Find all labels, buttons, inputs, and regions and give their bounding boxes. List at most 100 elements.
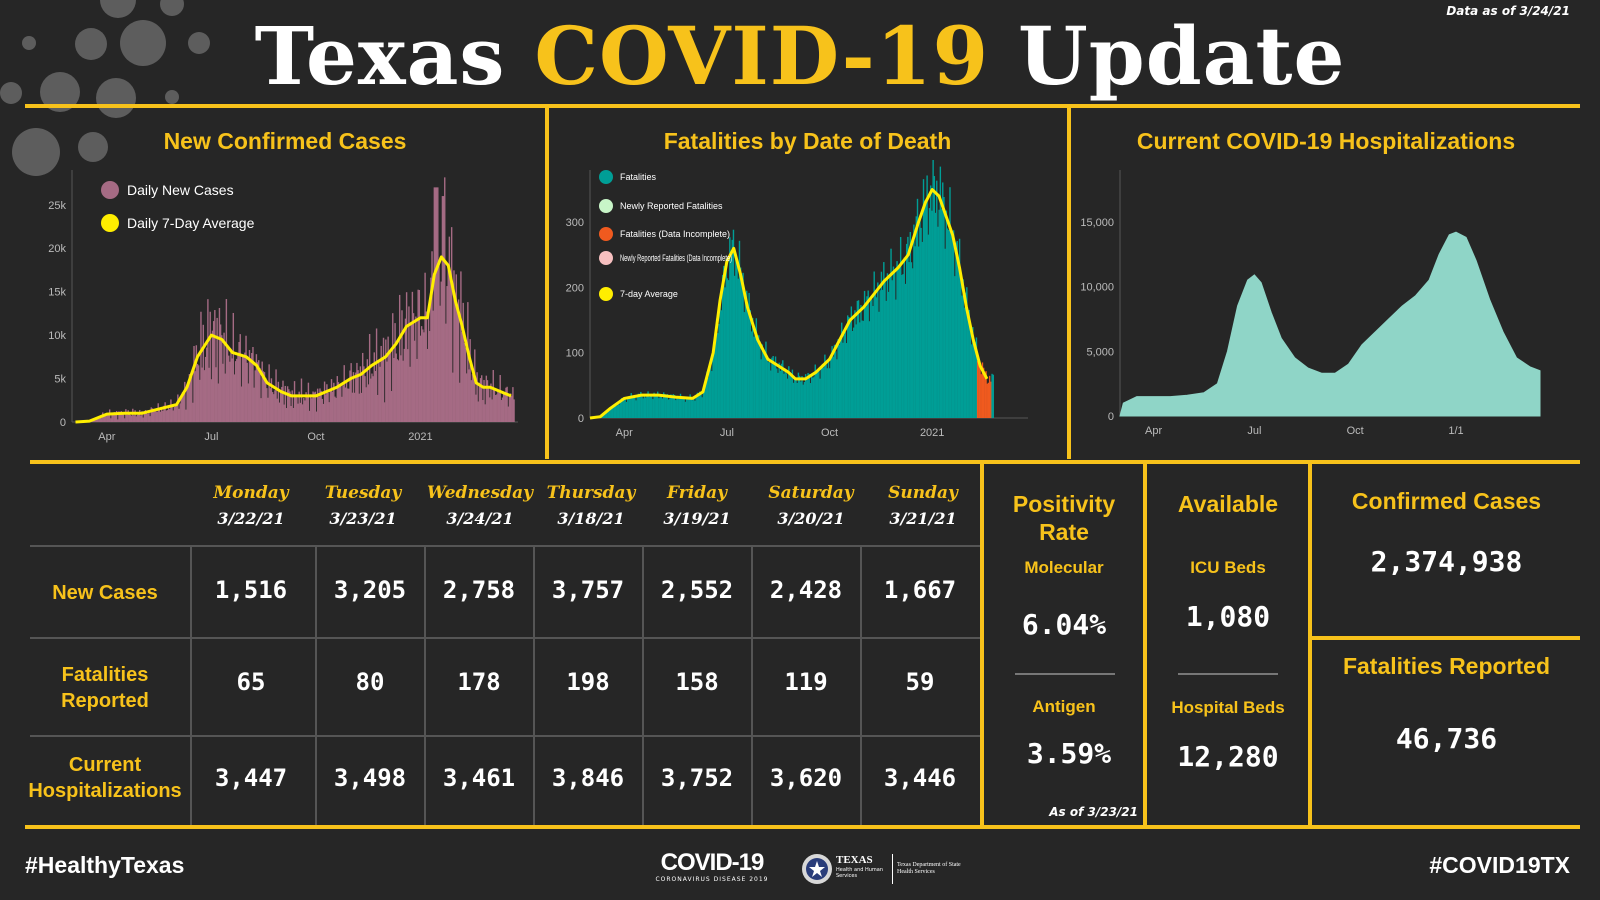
fatality-bar bbox=[871, 299, 873, 418]
table-grid-line bbox=[30, 545, 980, 547]
case-bar bbox=[182, 392, 185, 422]
legend-label: Fatalities (Data Incomplete) bbox=[620, 229, 730, 239]
case-bar bbox=[344, 387, 347, 422]
case-bar bbox=[452, 372, 454, 422]
x-tick-label: 2021 bbox=[408, 431, 432, 443]
fatality-bar bbox=[786, 378, 789, 418]
case-bar bbox=[346, 388, 349, 422]
case-bar bbox=[333, 382, 335, 422]
fatality-bar bbox=[726, 278, 729, 418]
y-tick-label: 15,000 bbox=[1080, 217, 1114, 229]
fatality-bar bbox=[604, 412, 606, 418]
fatality-bar bbox=[908, 262, 910, 418]
mid-divider bbox=[30, 460, 1580, 464]
fatality-bar bbox=[664, 394, 666, 418]
case-bar bbox=[164, 402, 166, 422]
fatality-bar bbox=[667, 399, 670, 418]
seven-day-average-line bbox=[589, 188, 989, 420]
case-bar bbox=[173, 406, 176, 422]
case-bar bbox=[427, 310, 430, 422]
case-bar bbox=[493, 388, 496, 422]
day-date: 3/19/21 bbox=[663, 509, 731, 528]
legend-label: Fatalities bbox=[620, 172, 657, 182]
case-bar bbox=[270, 378, 273, 422]
case-bar bbox=[306, 396, 308, 422]
case-bar bbox=[134, 410, 136, 422]
fatality-bar bbox=[665, 397, 667, 418]
case-bar bbox=[319, 388, 321, 422]
case-bar bbox=[445, 323, 447, 422]
fatality-bar bbox=[752, 317, 754, 418]
case-bar bbox=[248, 350, 251, 422]
fatality-bar bbox=[867, 290, 869, 418]
case-bar bbox=[297, 403, 299, 422]
table-grid-line bbox=[424, 545, 426, 825]
case-bar bbox=[236, 358, 238, 422]
fatality-bar bbox=[903, 257, 905, 418]
case-bar bbox=[214, 310, 216, 422]
table-cell: 3,752 bbox=[660, 764, 734, 792]
fatality-bar bbox=[958, 238, 961, 418]
fatality-bar bbox=[671, 397, 673, 418]
fatality-bar bbox=[891, 280, 893, 418]
case-bar bbox=[100, 418, 103, 422]
fatalities-reported-title: Fatalities Reported bbox=[1342, 653, 1551, 679]
case-bar bbox=[431, 251, 433, 422]
dshs-hhs-label: Health and Human Services bbox=[836, 867, 884, 879]
case-bar bbox=[212, 321, 215, 422]
covid19tx-hashtag: #COVID19TX bbox=[1429, 852, 1570, 878]
case-bar bbox=[380, 345, 382, 422]
fatality-bar bbox=[770, 370, 772, 418]
fatality-bar bbox=[773, 364, 776, 418]
case-bar bbox=[166, 410, 169, 422]
case-bar bbox=[185, 409, 187, 422]
fatality-bar bbox=[896, 261, 898, 418]
fatalities-chart-title: Fatalities by Date of Death bbox=[663, 128, 952, 154]
fatality-bar bbox=[711, 371, 713, 418]
fatality-bar bbox=[616, 405, 618, 418]
case-bar bbox=[104, 416, 106, 422]
positivity-title: Positivity Rate bbox=[1012, 491, 1116, 545]
case-bar bbox=[268, 364, 270, 422]
fatality-bar bbox=[845, 343, 848, 418]
case-bar bbox=[383, 402, 386, 422]
case-bar bbox=[129, 415, 132, 422]
case-bar bbox=[247, 383, 250, 422]
fatality-bar bbox=[808, 373, 810, 418]
case-bar bbox=[232, 312, 235, 422]
case-bar bbox=[446, 286, 448, 422]
table-cell: 59 bbox=[905, 668, 935, 696]
table-cell: 3,205 bbox=[333, 576, 407, 604]
fatality-bar bbox=[738, 240, 741, 418]
case-bar bbox=[226, 348, 229, 422]
fatality-bar bbox=[802, 384, 804, 418]
case-bar bbox=[197, 365, 200, 422]
case-bar bbox=[207, 299, 209, 422]
case-bar bbox=[239, 334, 241, 422]
case-bar bbox=[478, 382, 481, 422]
case-bar bbox=[477, 401, 479, 422]
day-name: Monday bbox=[213, 483, 289, 503]
x-tick-label: 2021 bbox=[920, 427, 944, 439]
x-tick-label: Apr bbox=[98, 431, 115, 443]
fatality-bar bbox=[779, 370, 782, 418]
case-bar bbox=[444, 177, 446, 422]
case-bar bbox=[172, 410, 174, 422]
fatality-bar bbox=[677, 399, 679, 418]
case-bar bbox=[390, 391, 393, 422]
case-bar bbox=[456, 306, 459, 422]
case-bar bbox=[251, 352, 253, 422]
case-bar bbox=[329, 390, 332, 422]
fatality-bar bbox=[821, 363, 824, 418]
case-bar bbox=[322, 403, 325, 422]
confirmed-cases-value: 2,374,938 bbox=[1370, 545, 1523, 578]
case-bar bbox=[382, 337, 385, 422]
fatality-bar bbox=[660, 395, 662, 418]
fatality-bar bbox=[744, 299, 747, 418]
icu-beds-label: ICU Beds bbox=[1190, 558, 1266, 577]
case-bar bbox=[342, 385, 344, 422]
fatality-bar bbox=[879, 290, 881, 418]
fatality-bar bbox=[655, 394, 658, 418]
case-bar bbox=[241, 355, 244, 422]
case-bar bbox=[512, 387, 514, 422]
